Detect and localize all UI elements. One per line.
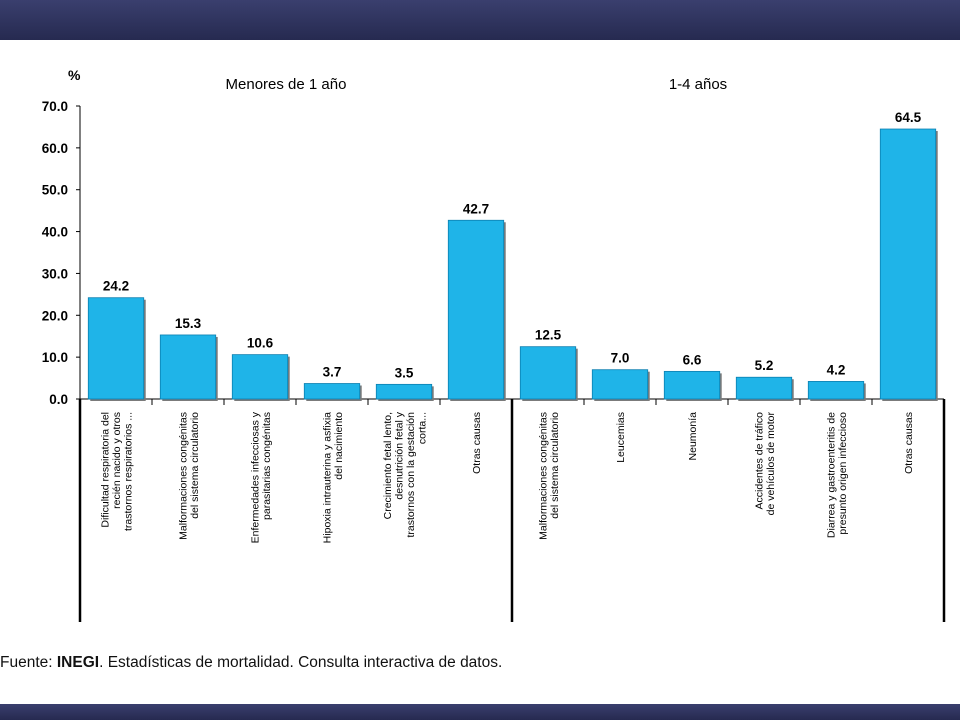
y-tick-label: 60.0 [42, 141, 68, 156]
bar-value-label: 3.5 [395, 365, 414, 380]
category-label: Leucemias [615, 412, 627, 463]
category-label-line: Enfermedades infecciosas y [249, 411, 261, 543]
category-label: Crecimiento fetal lento,desnutrición fet… [382, 411, 429, 537]
bar-value-label: 6.6 [683, 352, 702, 367]
category-label-line: Accidentes de tráfico [753, 412, 765, 510]
category-label: Hipoxia intrauterina y asfixiadel nacimi… [321, 412, 345, 543]
category-label: Otras causas [903, 412, 915, 474]
category-label-line: del sistema circulatorio [549, 412, 561, 519]
category-label-line: del sistema circulatorio [189, 412, 201, 519]
category-label-line: Diarrea y gastroenteritis de [825, 412, 837, 538]
source-org: INEGI [56, 654, 100, 671]
category-label-line: presunto origen infeccioso [837, 412, 849, 535]
category-label-line: Leucemias [615, 412, 627, 463]
bar-value-label: 24.2 [103, 279, 129, 294]
category-label-line: Neumonía [687, 412, 699, 461]
bar-chart: % Menores de 1 año 1-4 años 0.0 10.0 20.0 3… [42, 67, 946, 622]
bottom-decorative-band [0, 704, 960, 720]
category-label-line: trastornos respiratorios ... [123, 412, 135, 531]
category-label: Enfermedades infecciosas yparasitarias c… [249, 411, 273, 543]
category-label: Neumonía [687, 412, 699, 461]
category-label-line: recién nacido y otros [111, 412, 123, 509]
category-label-line: del nacimiento [333, 412, 345, 480]
source-prefix: Fuente: [0, 654, 57, 671]
category-label: Otras causas [471, 412, 483, 474]
category-label-line: Malformaciones congénitas [177, 412, 189, 540]
category-label: Diarrea y gastroenteritis depresunto ori… [825, 412, 849, 538]
category-label-line: Malformaciones congénitas [537, 412, 549, 540]
top-decorative-band [0, 0, 960, 40]
bar-value-label: 4.2 [827, 362, 846, 377]
bar [303, 383, 361, 400]
bar [447, 219, 505, 400]
bar [807, 381, 865, 400]
bar [591, 369, 649, 400]
category-label-line: Otras causas [471, 412, 483, 474]
bar-value-label: 5.2 [755, 358, 774, 373]
bar [375, 383, 433, 400]
y-tick-label: 50.0 [42, 183, 68, 198]
y-tick-label: 10.0 [42, 350, 68, 365]
category-label-line: Hipoxia intrauterina y asfixia [321, 412, 333, 543]
category-label-line: Otras causas [903, 412, 915, 474]
unit-label: % [68, 67, 81, 83]
bar-value-label: 7.0 [611, 351, 630, 366]
bar [879, 128, 937, 400]
category-label: Accidentes de tráficode vehículos de mot… [753, 412, 777, 516]
bar [159, 334, 217, 400]
bar [231, 354, 289, 400]
category-label: Dificultad respiratoria delrecién nacido… [100, 412, 135, 531]
category-label-line: parasitarias congénitas [261, 412, 273, 520]
bar [663, 370, 721, 400]
category-label-line: corta... [416, 412, 428, 444]
source-note: Fuente: INEGI. Estadísticas de mortalida… [0, 654, 502, 672]
bar [519, 346, 577, 400]
bar-value-label: 64.5 [895, 110, 922, 125]
bar-value-label: 42.7 [463, 201, 489, 216]
y-tick-label: 40.0 [42, 225, 68, 240]
y-tick-label: 30.0 [42, 266, 68, 281]
y-tick-label: 0.0 [49, 392, 68, 407]
category-label-line: Crecimiento fetal lento, [382, 412, 394, 519]
bar-value-label: 10.6 [247, 336, 274, 351]
category-label: Malformaciones congénitasdel sistema cir… [537, 412, 561, 540]
bar-value-label: 3.7 [323, 365, 342, 380]
category-label: Malformaciones congénitasdel sistema cir… [177, 412, 201, 540]
category-label-line: de vehículos de motor [765, 412, 777, 516]
y-tick-label: 70.0 [42, 99, 68, 114]
source-text: . Estadísticas de mortalidad. Consulta i… [99, 654, 503, 671]
category-label-line: desnutrición fetal y [393, 411, 405, 499]
group-title-1-4-years: 1-4 años [669, 76, 727, 93]
group-title-infants: Menores de 1 año [226, 76, 347, 93]
bar-value-label: 15.3 [175, 316, 202, 331]
bar [735, 376, 793, 400]
bar [87, 297, 145, 400]
category-label-line: trastornos con la gestación [405, 412, 417, 538]
y-tick-label: 20.0 [42, 308, 68, 323]
bar-value-label: 12.5 [535, 328, 562, 343]
category-label-line: Dificultad respiratoria del [100, 412, 112, 528]
